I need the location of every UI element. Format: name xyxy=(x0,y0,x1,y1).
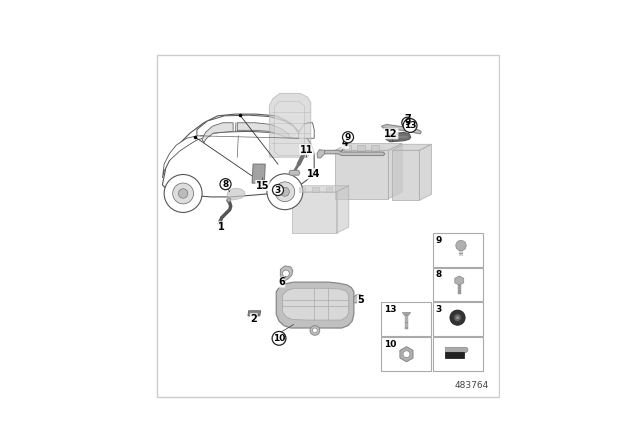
Text: 9: 9 xyxy=(435,236,442,245)
Circle shape xyxy=(179,189,188,198)
Circle shape xyxy=(272,332,286,345)
Text: 10: 10 xyxy=(384,340,397,349)
Circle shape xyxy=(456,241,466,251)
Polygon shape xyxy=(400,347,413,362)
Text: 9: 9 xyxy=(345,133,351,142)
Bar xyxy=(357,145,365,151)
Polygon shape xyxy=(392,144,431,151)
Polygon shape xyxy=(337,186,349,233)
Bar xyxy=(344,145,351,151)
Polygon shape xyxy=(163,114,314,197)
Bar xyxy=(433,233,483,267)
Polygon shape xyxy=(292,186,349,192)
Polygon shape xyxy=(317,150,324,158)
Polygon shape xyxy=(445,347,468,353)
Polygon shape xyxy=(276,282,354,328)
Polygon shape xyxy=(280,266,293,281)
Circle shape xyxy=(282,270,289,277)
Text: 13: 13 xyxy=(404,121,417,130)
Polygon shape xyxy=(282,289,349,320)
Polygon shape xyxy=(202,123,233,143)
Polygon shape xyxy=(392,151,419,200)
Circle shape xyxy=(273,185,284,195)
Polygon shape xyxy=(269,94,311,157)
Bar xyxy=(326,187,333,193)
Text: 5: 5 xyxy=(357,295,364,306)
Circle shape xyxy=(173,183,193,204)
Bar xyxy=(299,187,305,193)
Bar xyxy=(433,267,483,302)
Polygon shape xyxy=(289,170,300,175)
Circle shape xyxy=(454,314,461,321)
Circle shape xyxy=(456,316,459,319)
Circle shape xyxy=(280,187,289,196)
Text: 11: 11 xyxy=(300,145,314,155)
Text: 8: 8 xyxy=(435,271,442,280)
Circle shape xyxy=(402,117,413,128)
Circle shape xyxy=(164,174,202,212)
Circle shape xyxy=(450,310,465,325)
Bar xyxy=(433,337,483,371)
Bar xyxy=(371,145,379,151)
Bar xyxy=(381,337,431,371)
Circle shape xyxy=(403,351,410,358)
Polygon shape xyxy=(455,276,464,285)
Polygon shape xyxy=(197,115,299,140)
Text: 483764: 483764 xyxy=(454,381,488,390)
Polygon shape xyxy=(388,143,402,198)
Polygon shape xyxy=(335,143,402,151)
Polygon shape xyxy=(324,151,385,155)
Circle shape xyxy=(220,179,231,190)
Text: 15: 15 xyxy=(256,181,269,190)
Polygon shape xyxy=(292,192,337,233)
Polygon shape xyxy=(227,188,245,200)
Polygon shape xyxy=(299,123,314,138)
Polygon shape xyxy=(237,123,290,138)
Text: 8: 8 xyxy=(223,180,228,189)
Circle shape xyxy=(267,174,303,210)
Polygon shape xyxy=(445,353,465,358)
Text: 7: 7 xyxy=(404,114,411,124)
Polygon shape xyxy=(275,101,305,155)
Polygon shape xyxy=(419,144,431,200)
Circle shape xyxy=(275,182,295,202)
Circle shape xyxy=(403,119,417,133)
Polygon shape xyxy=(248,311,260,316)
Text: 2: 2 xyxy=(250,314,257,324)
Polygon shape xyxy=(335,151,388,198)
Circle shape xyxy=(342,132,353,143)
Polygon shape xyxy=(403,313,411,315)
Text: 6: 6 xyxy=(278,277,285,287)
Bar xyxy=(381,302,431,336)
Text: 4: 4 xyxy=(342,138,349,148)
Text: 1: 1 xyxy=(218,222,225,232)
Polygon shape xyxy=(163,136,211,178)
Polygon shape xyxy=(386,133,411,142)
Bar xyxy=(312,187,319,193)
Text: 3: 3 xyxy=(435,305,442,314)
Text: 12: 12 xyxy=(385,129,398,139)
Text: 3: 3 xyxy=(275,185,281,194)
Text: 9: 9 xyxy=(404,118,410,127)
Text: 13: 13 xyxy=(384,305,397,314)
Polygon shape xyxy=(381,125,421,134)
Text: 10: 10 xyxy=(273,334,285,343)
Circle shape xyxy=(310,326,320,335)
Polygon shape xyxy=(353,294,363,303)
Polygon shape xyxy=(227,198,231,202)
Bar xyxy=(433,302,483,336)
Polygon shape xyxy=(218,221,223,225)
Text: 14: 14 xyxy=(307,169,320,179)
Circle shape xyxy=(312,328,317,333)
Polygon shape xyxy=(252,164,265,183)
